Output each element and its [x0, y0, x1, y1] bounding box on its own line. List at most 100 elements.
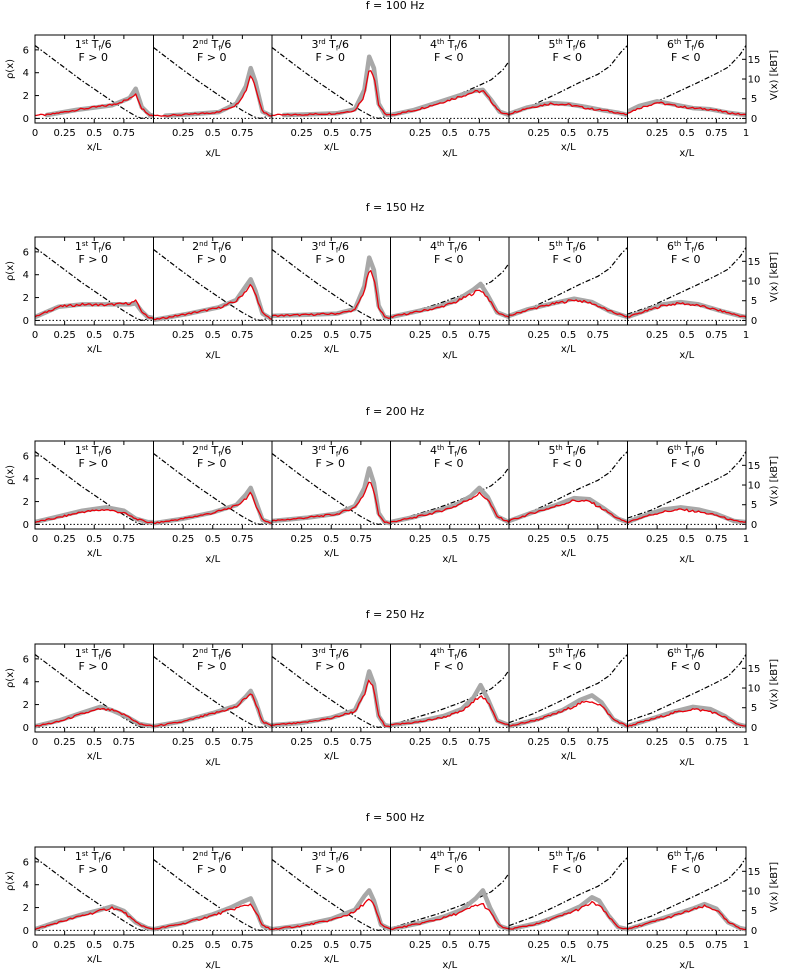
x-tick-label: 0.25: [290, 330, 312, 341]
potential-curve: [390, 872, 509, 929]
panel-2-2: 0.25 0.5 0.75 x/L 2nd Tf/6F > 0: [153, 236, 273, 361]
potential-curve: [272, 249, 391, 322]
right-tick-label: 5: [751, 94, 757, 105]
panel-force: F < 0: [434, 660, 464, 673]
panel-1-5: 0.25 0.5 0.75 x/L 5th Tf/6F < 0: [508, 34, 628, 153]
row-title: f = 200 Hz: [366, 405, 425, 418]
panel-1-4: 0.25 0.5 0.75 x/L 4th Tf/6F < 0: [390, 34, 510, 159]
left-tick-label: 0: [23, 723, 29, 734]
right-tick-label: 5: [751, 296, 757, 307]
x-axis-label: x/L: [205, 960, 220, 971]
x-tick-label: 0.5: [442, 330, 458, 341]
simulation-curve: [390, 89, 509, 116]
x-tick-label: 0.75: [231, 534, 253, 545]
panel-title: 1st Tf/6: [75, 240, 112, 255]
left-axis-label: ρ(x): [5, 871, 16, 891]
x-tick-label: 0.5: [86, 534, 102, 545]
simulation-curve: [509, 700, 628, 728]
panel-plot-area: [272, 656, 391, 729]
x-axis-label: x/L: [324, 751, 339, 762]
panel-force: F < 0: [671, 253, 701, 266]
x-axis-label: x/L: [442, 350, 457, 361]
theory-curve: [627, 704, 746, 729]
x-tick-label: 0.5: [86, 330, 102, 341]
x-tick-label: 0.75: [113, 330, 135, 341]
left-tick-label: 6: [23, 45, 29, 56]
simulation-curve: [390, 491, 509, 524]
panel-3-5: 0.25 0.5 0.75 x/L 5th Tf/6F < 0: [508, 440, 628, 559]
panel-title: 5th Tf/6: [548, 38, 586, 53]
x-tick-label: 1: [743, 330, 749, 341]
right-tick-label: 0: [751, 114, 757, 125]
left-tick-label: 0: [23, 520, 29, 531]
x-tick-label: 0.5: [442, 737, 458, 748]
panel-force: F > 0: [197, 51, 227, 64]
panel-4-6: 0.25 0.5 0.75 1 x/L 6th Tf/6F < 0: [627, 643, 749, 768]
x-tick-label: 0.75: [350, 534, 372, 545]
row-title: f = 500 Hz: [366, 811, 425, 824]
theory-curve: [35, 904, 154, 932]
panel-plot-area: [390, 466, 509, 525]
theory-curve: [153, 485, 272, 526]
panel-plot-area: [509, 654, 628, 729]
x-axis-label: x/L: [205, 350, 220, 361]
simulation-curve: [627, 508, 746, 524]
panel-plot-area: [153, 47, 272, 120]
simulation-curve: [35, 299, 154, 320]
right-tick-label: 0: [751, 926, 757, 937]
potential-curve: [627, 654, 746, 722]
panel-plot-area: [153, 249, 272, 323]
potential-curve: [627, 451, 746, 519]
x-tick-label: 0.75: [587, 534, 609, 545]
left-tick-label: 4: [23, 68, 29, 79]
x-tick-label: 0.5: [679, 330, 695, 341]
simulation-curve: [35, 509, 154, 524]
theory-curve: [35, 505, 154, 525]
panel-force: F > 0: [315, 253, 345, 266]
x-axis-label: x/L: [561, 142, 576, 153]
theory-curve: [509, 693, 628, 729]
right-axis-label: V(x) [kBT]: [769, 252, 780, 302]
right-tick-label: 10: [748, 75, 761, 86]
simulation-curve: [509, 499, 628, 523]
panel-title: 2nd Tf/6: [192, 647, 231, 662]
x-axis-label: x/L: [324, 142, 339, 153]
x-tick-label: 0.75: [468, 534, 490, 545]
potential-curve: [627, 857, 746, 925]
x-tick-label: 0.75: [705, 737, 727, 748]
panel-force: F > 0: [315, 660, 345, 673]
row-title: f = 250 Hz: [366, 608, 425, 621]
x-tick-label: 0.75: [231, 737, 253, 748]
x-tick-label: 0.25: [172, 330, 194, 341]
potential-curve: [627, 247, 746, 315]
x-tick-label: 0.25: [646, 330, 668, 341]
potential-curve: [390, 60, 509, 117]
potential-curve: [272, 47, 391, 120]
x-axis-label: x/L: [679, 757, 694, 768]
x-tick-label: 0.25: [53, 534, 75, 545]
panel-plot-area: [390, 872, 509, 932]
theory-curve: [281, 54, 391, 118]
panel-5-1: 0 0.25 0.5 0.75 x/L 1st Tf/6F > 0: [32, 846, 154, 965]
x-axis-label: x/L: [679, 960, 694, 971]
x-tick-label: 0.75: [468, 128, 490, 139]
x-axis-label: x/L: [561, 548, 576, 559]
right-tick-label: 15: [748, 55, 761, 66]
panel-force: F < 0: [552, 457, 582, 470]
simulation-curve: [509, 102, 628, 116]
right-tick-label: 15: [748, 664, 761, 675]
panel-plot-area: [35, 857, 154, 932]
x-tick-label: 0.25: [53, 940, 75, 951]
x-tick-label: 0.75: [113, 534, 135, 545]
x-tick-label: 0.75: [705, 128, 727, 139]
panel-plot-area: [390, 60, 509, 119]
panel-force: F < 0: [671, 457, 701, 470]
x-tick-label: 0.5: [323, 940, 339, 951]
right-tick-label: 15: [748, 461, 761, 472]
x-tick-label: 0.75: [587, 330, 609, 341]
x-tick-label: 0.75: [231, 940, 253, 951]
panel-title: 6th Tf/6: [667, 444, 705, 459]
x-axis-label: x/L: [679, 554, 694, 565]
panel-title: 1st Tf/6: [75, 850, 112, 865]
x-tick-label: 0.5: [323, 534, 339, 545]
